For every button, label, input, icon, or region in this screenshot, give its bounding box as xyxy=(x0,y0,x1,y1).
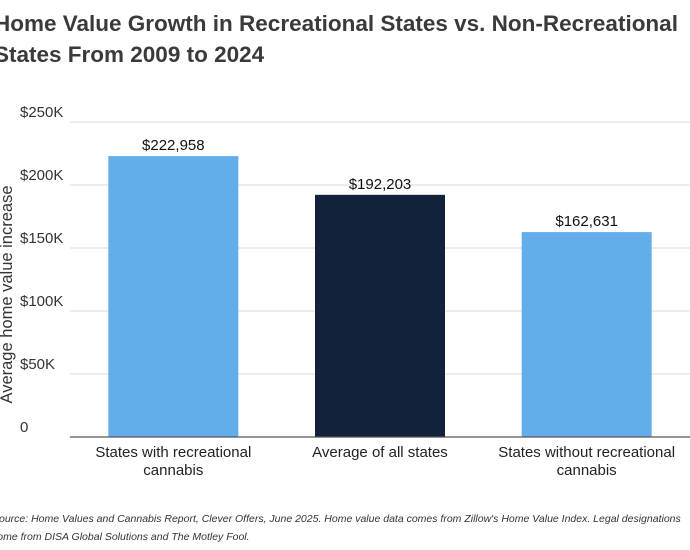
y-tick-label: 0 xyxy=(20,419,28,436)
category-label: States with recreational cannabis xyxy=(95,444,251,479)
bar xyxy=(521,232,652,437)
bar xyxy=(108,156,239,437)
y-tick-label: $250K xyxy=(20,104,63,121)
y-axis-label: Average home value increase xyxy=(0,186,16,404)
bar xyxy=(315,194,445,437)
y-tick-label: $200K xyxy=(20,167,63,184)
category-label: Average of all states xyxy=(312,444,448,461)
chart-title: Home Value Growth in Recreational States… xyxy=(0,11,678,67)
data-label: $222,958 xyxy=(142,137,205,154)
source-note: Source: Home Values and Cannabis Report,… xyxy=(0,513,681,543)
y-tick-label: $100K xyxy=(20,293,63,310)
data-labels: $222,958 $192,203 $162,631 xyxy=(142,137,618,230)
bars xyxy=(108,156,652,437)
data-label: $162,631 xyxy=(555,213,618,230)
y-tick-label: $50K xyxy=(20,356,55,373)
y-tick-label: $150K xyxy=(20,230,63,247)
data-label: $192,203 xyxy=(349,176,412,193)
x-axis-categories: States with recreational cannabis Average … xyxy=(95,444,675,479)
category-label: States without recreational cannabis xyxy=(498,444,675,479)
y-axis-ticks: 0 $50K $100K $150K $200K $250K xyxy=(20,104,63,436)
